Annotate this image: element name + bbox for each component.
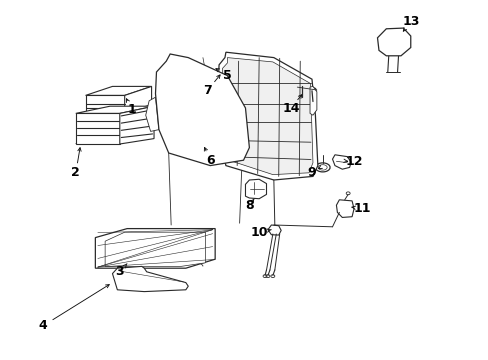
- Text: 1: 1: [127, 103, 136, 116]
- Text: 9: 9: [307, 166, 316, 179]
- Text: 6: 6: [205, 154, 214, 167]
- Polygon shape: [245, 179, 266, 199]
- Polygon shape: [112, 266, 188, 292]
- Polygon shape: [267, 225, 281, 235]
- Polygon shape: [217, 52, 317, 180]
- Polygon shape: [336, 200, 353, 217]
- Polygon shape: [124, 86, 151, 113]
- Polygon shape: [377, 28, 410, 56]
- Polygon shape: [85, 86, 151, 95]
- Text: 13: 13: [401, 15, 419, 28]
- Polygon shape: [145, 97, 159, 131]
- Text: 5: 5: [223, 69, 231, 82]
- Text: 10: 10: [250, 226, 267, 239]
- Polygon shape: [95, 229, 215, 268]
- Polygon shape: [332, 155, 350, 169]
- Text: 4: 4: [39, 319, 47, 332]
- Polygon shape: [85, 95, 124, 113]
- Polygon shape: [76, 106, 154, 113]
- Text: 2: 2: [71, 166, 80, 179]
- Polygon shape: [309, 86, 316, 115]
- Polygon shape: [120, 106, 154, 144]
- Polygon shape: [244, 108, 253, 144]
- Text: 12: 12: [345, 156, 363, 168]
- Text: 7: 7: [203, 84, 212, 96]
- Text: 3: 3: [115, 265, 124, 278]
- Polygon shape: [155, 54, 249, 166]
- Text: 11: 11: [352, 202, 370, 215]
- Polygon shape: [105, 232, 205, 266]
- Polygon shape: [76, 113, 120, 144]
- Text: 8: 8: [244, 199, 253, 212]
- Polygon shape: [221, 58, 312, 175]
- Text: 14: 14: [282, 102, 299, 114]
